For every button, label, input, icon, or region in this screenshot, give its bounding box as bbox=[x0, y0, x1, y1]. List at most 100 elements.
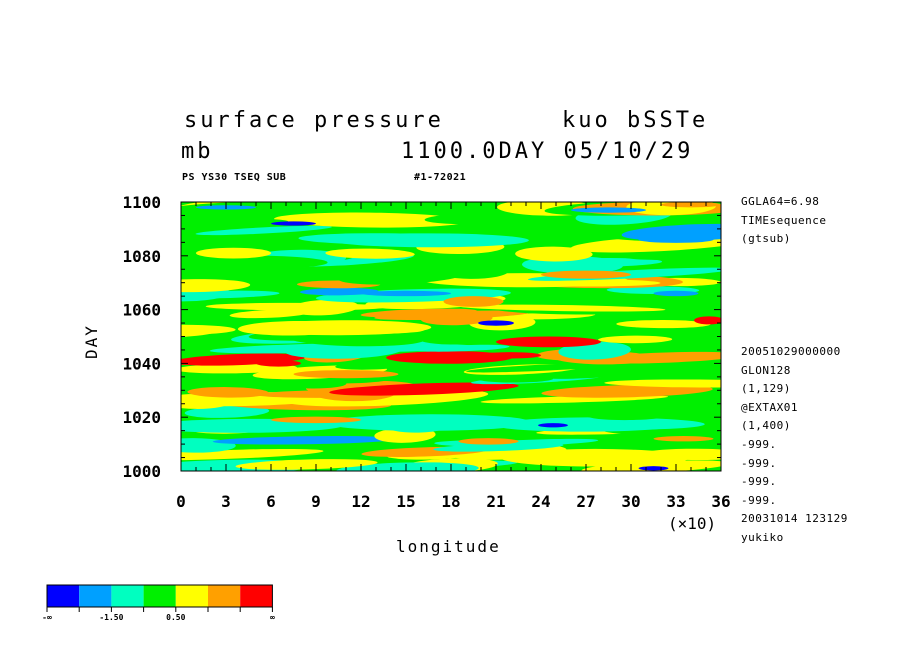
y-tick-label: 1040 bbox=[122, 354, 161, 373]
x-tick-label: 21 bbox=[486, 492, 505, 511]
heatmap-band-cell bbox=[604, 379, 721, 388]
heatmap-band-cell bbox=[630, 406, 721, 413]
heatmap-blob bbox=[478, 320, 514, 326]
x-tick-label: 3 bbox=[221, 492, 231, 511]
colorbar-swatch bbox=[175, 585, 208, 607]
side-info-top: GGLA64=6.98 TIMEsequence (gtsub) bbox=[741, 193, 826, 249]
heatmap-band-cell bbox=[205, 302, 386, 311]
x-tick-label: 0 bbox=[176, 492, 186, 511]
y-tick-label: 1100 bbox=[122, 193, 161, 212]
heatmap-band-cell bbox=[386, 351, 513, 364]
heatmap-band-cell bbox=[325, 248, 415, 259]
side-info-line: (1,129) bbox=[741, 382, 791, 396]
heatmap-blob bbox=[653, 290, 699, 297]
heatmap-band-cell bbox=[336, 462, 479, 471]
sub-left-label: PS YS30 TSEQ SUB bbox=[182, 172, 287, 183]
side-info-line: GLON128 bbox=[741, 363, 791, 377]
heatmap-band-cell bbox=[496, 278, 661, 287]
heatmap-band-cell bbox=[273, 212, 467, 228]
heatmap-blob bbox=[694, 316, 721, 325]
heatmap-band-cell bbox=[181, 448, 324, 461]
heatmap-band-cell bbox=[229, 309, 312, 319]
colorbar: -∞ -1.50 0.50 ∞ bbox=[42, 584, 275, 622]
heatmap-band-cell bbox=[383, 414, 455, 433]
side-info-line: @EXTAX01 bbox=[741, 400, 798, 414]
side-info-line: 20051029000000 bbox=[741, 345, 841, 358]
side-info-bottom: 20051029000000 GLON128 (1,129) @EXTAX01 … bbox=[741, 343, 848, 548]
x-tick-label: 6 bbox=[266, 492, 276, 511]
side-info-line: -999. bbox=[741, 475, 777, 489]
heatmap-band-cell bbox=[181, 217, 289, 224]
heatmap-band-cell bbox=[503, 405, 590, 416]
colorbar-swatch bbox=[240, 585, 273, 607]
day-info: 1100.0DAY 05/10/29 bbox=[401, 139, 694, 164]
heatmap-band-cell bbox=[515, 246, 593, 262]
heatmap-band-cell bbox=[195, 225, 332, 236]
heatmap-band-cell bbox=[335, 361, 408, 370]
heatmap-band-cell bbox=[616, 320, 711, 329]
heatmap-band-cell bbox=[585, 409, 673, 421]
heatmap-band-cell bbox=[500, 448, 690, 467]
side-info-line: yukiko bbox=[741, 530, 784, 544]
side-info-line: 20031014 123129 bbox=[741, 512, 848, 526]
colorbar-swatch bbox=[79, 585, 112, 607]
x-tick-label: 24 bbox=[531, 492, 550, 511]
y-tick-label: 1060 bbox=[122, 301, 161, 320]
x-axis-label: longitude bbox=[396, 537, 501, 556]
heatmap-blob bbox=[271, 416, 361, 424]
heatmap-band-cell bbox=[329, 233, 529, 248]
colorbar-swatch bbox=[47, 585, 80, 607]
heatmap-blob bbox=[538, 423, 568, 428]
heatmap-blob bbox=[496, 336, 601, 348]
x-tick-label: 15 bbox=[396, 492, 415, 511]
side-info-line: TIMEsequence bbox=[741, 213, 827, 227]
side-info-line: -999. bbox=[741, 437, 777, 451]
heatmap-band-cell bbox=[382, 259, 487, 278]
chart-title: surface pressure bbox=[184, 108, 444, 133]
heatmap-band-cell bbox=[550, 227, 627, 235]
y-tick-label: 1020 bbox=[122, 408, 161, 427]
heatmap-band-cell bbox=[181, 324, 236, 335]
colorbar-label: ∞ bbox=[270, 613, 275, 622]
colorbar-label: 0.50 bbox=[166, 613, 185, 622]
x-tick-label: 12 bbox=[351, 492, 370, 511]
heatmap-blob bbox=[293, 370, 399, 379]
heatmap-blob bbox=[256, 360, 301, 367]
heatmap-band-cell bbox=[413, 344, 510, 352]
heatmap-band-cell bbox=[299, 287, 379, 296]
x-tick-label: 9 bbox=[311, 492, 321, 511]
heatmap-band-cell bbox=[181, 290, 280, 299]
colorbar-swatch bbox=[143, 585, 176, 607]
heatmap-blob bbox=[481, 352, 541, 359]
heatmap-band-cell bbox=[466, 362, 632, 373]
side-info-line: -999. bbox=[741, 493, 777, 507]
x-multiplier-label: (×10) bbox=[668, 514, 717, 533]
heatmap-blob bbox=[541, 270, 631, 279]
heatmap-band-cell bbox=[621, 223, 721, 241]
heatmap-band-cell bbox=[187, 387, 269, 398]
colorbar-label: -1.50 bbox=[99, 613, 123, 622]
heatmap-band-cell bbox=[329, 382, 519, 396]
x-tick-label: 18 bbox=[441, 492, 460, 511]
heatmap-blob bbox=[361, 290, 451, 297]
unit-label: mb bbox=[181, 139, 214, 164]
colorbar-swatch bbox=[111, 585, 144, 607]
heatmap-blob bbox=[458, 438, 519, 445]
heatmap-band-cell bbox=[458, 304, 666, 312]
heatmap-blob bbox=[638, 236, 714, 243]
heatmap-blob bbox=[571, 207, 646, 213]
heatmap-blob bbox=[443, 296, 504, 307]
heatmap-band-cell bbox=[406, 312, 477, 321]
heatmap-blob bbox=[196, 247, 271, 259]
sub-right-label: #1-72021 bbox=[414, 172, 467, 183]
side-info-line: (gtsub) bbox=[741, 232, 791, 246]
heatmap-band-cell bbox=[541, 384, 713, 398]
x-tick-label: 30 bbox=[621, 492, 640, 511]
axis-ticks: 0 3 6 9 12 15 18 21 24 27 30 33 36100010201040106010… bbox=[122, 193, 730, 511]
heatmap-band-cell bbox=[181, 255, 328, 270]
plot-area bbox=[181, 202, 721, 471]
y-tick-label: 1000 bbox=[122, 462, 161, 481]
heatmap-band-cell bbox=[598, 335, 673, 344]
model-label: kuo bSSTe bbox=[562, 108, 709, 133]
